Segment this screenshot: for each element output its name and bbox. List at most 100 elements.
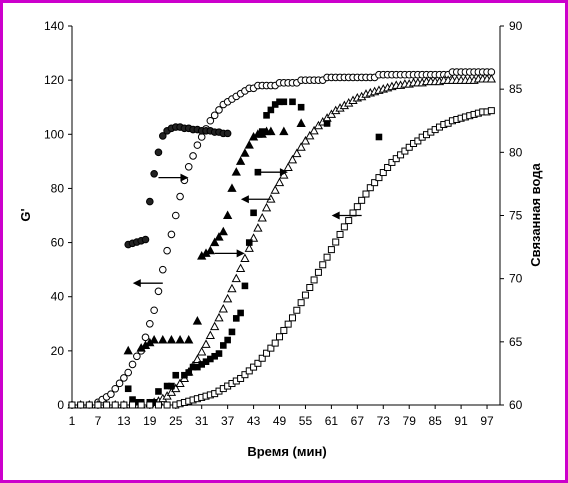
- filled-square-point: [271, 101, 279, 108]
- filled-circle-point: [158, 132, 167, 140]
- open-triangle-point: [244, 243, 254, 252]
- y2-tick-label: 90: [509, 19, 523, 33]
- filled-square-point: [375, 133, 383, 141]
- filled-triangle-point: [244, 140, 254, 149]
- open-triangle-point: [192, 354, 203, 364]
- filled-square-point: [224, 336, 231, 344]
- filled-square-point: [250, 209, 257, 217]
- filled-square-point: [258, 128, 266, 135]
- open-square-point: [284, 320, 292, 328]
- open-square-point: [237, 374, 245, 382]
- arrow-left: [132, 279, 163, 288]
- open-circle-point: [120, 374, 128, 382]
- open-square-point: [267, 344, 275, 352]
- open-square-point: [332, 238, 340, 246]
- filled-triangle-point: [149, 334, 159, 344]
- arrow-left: [331, 211, 362, 220]
- filled-square-point: [129, 396, 136, 403]
- open-triangle-point: [309, 125, 319, 135]
- open-circle-point: [184, 162, 193, 171]
- open-square-point: [301, 291, 309, 299]
- open-circle-point: [171, 211, 180, 220]
- open-triangle-point: [210, 321, 220, 331]
- y2-axis-label: Связанная вода: [528, 162, 543, 266]
- open-square-point: [366, 184, 374, 192]
- y2-tick-label: 65: [509, 335, 523, 349]
- x-tick-label: 13: [117, 414, 131, 428]
- open-circle-point: [146, 319, 154, 328]
- open-circle-point: [210, 111, 219, 120]
- x-tick-label: 79: [403, 414, 417, 428]
- filled-triangle-point: [296, 118, 306, 127]
- filled-square-point: [198, 361, 205, 368]
- open-circle-point: [133, 352, 141, 361]
- axes: 0 20 40 60 80 100 120 140 60 65 70 75 80 85 90 1 7 13 19 25…: [44, 19, 523, 428]
- filled-triangle-point: [205, 245, 215, 255]
- open-triangle-point: [292, 148, 302, 158]
- filled-square-point: [297, 103, 305, 111]
- y2-tick-label: 70: [509, 272, 523, 286]
- open-circle-point: [206, 116, 215, 125]
- filled-triangle-point: [279, 126, 289, 136]
- x-tick-label: 73: [377, 414, 391, 428]
- filled-square-point: [276, 98, 283, 106]
- open-triangle-point: [257, 212, 267, 222]
- open-triangle-point: [287, 154, 298, 164]
- filled-square-point: [245, 239, 253, 246]
- open-square-point: [241, 371, 249, 379]
- y-tick-label: 40: [51, 290, 65, 304]
- x-tick-label: 61: [325, 414, 339, 428]
- open-square-point: [77, 401, 85, 409]
- open-square-point: [245, 367, 253, 375]
- filled-triangle-point: [214, 232, 224, 241]
- open-square-point: [154, 401, 162, 409]
- x-axis-label: Время (мин): [247, 444, 326, 459]
- open-square-point: [258, 354, 266, 362]
- filled-square-point: [202, 358, 210, 365]
- open-square-point: [345, 217, 353, 225]
- open-square-point: [401, 147, 409, 155]
- filled-triangle-point: [231, 167, 241, 176]
- x-tick-label: 55: [299, 414, 313, 428]
- x-tick-label: 43: [247, 414, 261, 428]
- filled-square-point: [155, 388, 162, 395]
- open-square-point: [254, 359, 262, 367]
- open-triangle-point: [266, 194, 276, 203]
- open-circle-point: [128, 360, 137, 369]
- open-circle-point: [115, 379, 124, 388]
- filled-triangle-point: [210, 237, 220, 247]
- open-square-point: [358, 196, 366, 204]
- open-square-point: [397, 151, 405, 159]
- open-triangle-point: [222, 293, 233, 303]
- y2-tick-label: 60: [509, 398, 523, 412]
- y-axis-label: G': [18, 208, 33, 221]
- x-tick-label: 67: [351, 414, 365, 428]
- open-triangle-point: [201, 339, 211, 348]
- open-triangle-point: [305, 130, 315, 140]
- open-circle-point: [154, 287, 163, 296]
- open-square-point: [94, 401, 102, 409]
- y2-tick-label: 80: [509, 145, 523, 159]
- open-circle-point: [141, 333, 150, 342]
- filled-square-point: [228, 328, 236, 336]
- y-tick-label: 120: [44, 73, 64, 87]
- filled-square-point: [289, 98, 296, 106]
- open-circle-point: [107, 390, 115, 398]
- y-tick-label: 140: [44, 19, 64, 33]
- arrow-head: [279, 168, 288, 177]
- filled-square-point: [163, 382, 171, 390]
- open-triangle-point: [240, 253, 250, 262]
- open-square-point: [280, 326, 288, 334]
- open-square-point: [379, 169, 387, 177]
- filled-square-point: [323, 120, 331, 127]
- filled-triangle-point: [235, 156, 246, 165]
- arrow-head: [236, 249, 245, 258]
- open-circle-point: [176, 192, 184, 201]
- filled-triangle-point: [266, 126, 276, 136]
- filled-square-point: [267, 106, 275, 114]
- open-circle-point: [197, 133, 206, 141]
- open-circle-point: [189, 152, 197, 160]
- open-circle-point: [150, 306, 158, 315]
- arrow-head: [240, 195, 249, 204]
- filled-triangle-point: [123, 345, 133, 355]
